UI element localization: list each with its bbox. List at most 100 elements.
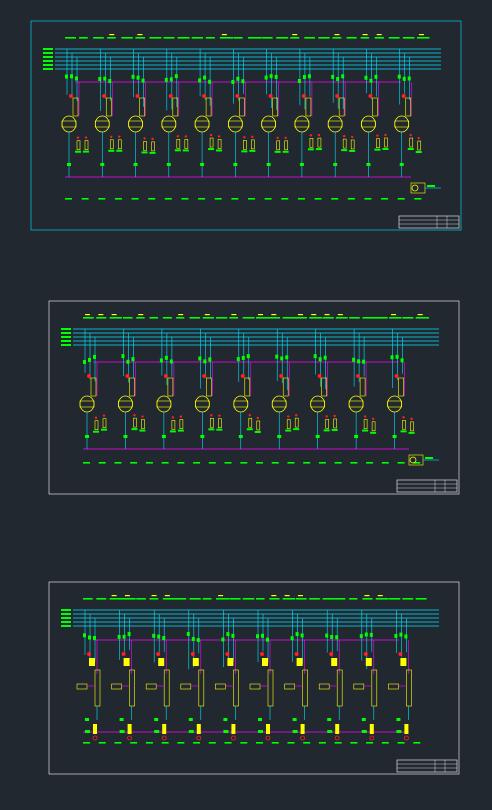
valve-symbol (152, 633, 156, 638)
valve-symbol (396, 730, 402, 733)
instrument-bubble (163, 374, 168, 378)
stream-label-mark (216, 598, 230, 600)
stream-label-mark (375, 598, 389, 600)
valve-symbol (221, 637, 225, 642)
valve-symbol (188, 718, 193, 721)
stream-label-mark (362, 317, 377, 319)
condenser-symbol (372, 97, 378, 117)
valve-symbol (399, 163, 404, 166)
reactor-jacket (361, 120, 376, 128)
valve-symbol (136, 75, 140, 80)
outlet-label-mark (177, 742, 185, 744)
condenser-symbol (129, 377, 135, 397)
outlet-label-mark (231, 198, 239, 200)
valve-symbol (325, 633, 329, 638)
instrument-bubble (209, 133, 213, 137)
valve-symbol (349, 149, 356, 152)
instrument-bubble (133, 413, 136, 417)
condenser-symbol (89, 658, 95, 666)
valve-symbol (407, 76, 411, 81)
outlet-label-mark (318, 462, 326, 464)
receiver-tank (317, 137, 322, 148)
valve-symbol (85, 435, 89, 438)
condenser-symbol (296, 658, 303, 666)
valve-symbol (141, 78, 145, 83)
stream-label-mark (271, 595, 277, 597)
valve-symbol (188, 730, 194, 733)
valve-symbol (100, 163, 105, 166)
valve-symbol (359, 634, 363, 639)
pump-symbol (265, 735, 271, 741)
outlet-label-mark (413, 742, 421, 744)
instrument-bubble (202, 94, 207, 98)
valve-symbol (93, 635, 96, 640)
reboiler-symbol (388, 683, 399, 690)
stream-label-mark (322, 598, 336, 600)
receiver-tank (417, 140, 422, 151)
header-tag (61, 340, 71, 342)
stream-label-mark (309, 598, 320, 600)
stream-label-mark (284, 595, 290, 597)
header-tag (43, 64, 53, 66)
valve-symbol (395, 354, 399, 359)
instrument-bubble (184, 135, 188, 138)
receiver-tank (196, 724, 201, 734)
outlet-label-mark (381, 742, 389, 744)
stream-label-mark (178, 314, 184, 316)
stream-label-mark (388, 37, 400, 39)
outlet-label-mark (303, 742, 311, 744)
stream-label-mark (205, 37, 215, 39)
stream-label-mark (332, 37, 342, 39)
condenser-symbol (123, 658, 130, 666)
valve-symbol (315, 148, 322, 151)
pump-symbol (127, 735, 133, 741)
outlet-label-mark (334, 462, 342, 464)
valve-symbol (274, 150, 281, 153)
stream-label-mark (276, 37, 289, 39)
valve-symbol (396, 718, 401, 721)
distillation-column (198, 669, 205, 707)
stream-label-mark (218, 595, 224, 597)
valve-symbol (223, 718, 228, 721)
valve-symbol (231, 79, 235, 84)
condenser-symbol (331, 658, 338, 666)
outlet-label-mark (303, 462, 311, 464)
instrument-bubble (295, 413, 298, 417)
valve-symbol (364, 632, 368, 637)
valve-symbol (131, 428, 138, 431)
instrument-bubble (94, 416, 98, 419)
stream-label-mark (164, 595, 170, 597)
distillation-column (302, 669, 308, 707)
stream-label-mark (107, 37, 116, 39)
distillation-column (94, 669, 101, 707)
instrument-bubble (243, 136, 246, 139)
receiver-tank (176, 138, 181, 149)
distillation-column (406, 669, 412, 707)
valve-symbol (161, 435, 166, 438)
pump-symbol (230, 735, 236, 741)
outlet-label-mark (65, 198, 72, 200)
valve-symbol (318, 357, 322, 362)
outlet-label-mark (240, 742, 248, 744)
receiver-tank (294, 417, 299, 428)
instrument-bubble (301, 94, 306, 98)
stream-label-mark (364, 595, 370, 597)
instrument-bubble (217, 135, 221, 138)
reactor-jacket (128, 120, 143, 128)
reactor-jacket (233, 400, 249, 408)
valve-symbol (116, 149, 123, 152)
valve-symbol (88, 357, 91, 362)
stream-label-mark (109, 598, 124, 600)
instrument-bubble (251, 135, 254, 139)
reactor-jacket (79, 400, 95, 408)
valve-symbol (149, 151, 156, 154)
instrument-bubble (102, 414, 106, 417)
header-tag (61, 344, 71, 346)
condenser-symbol (239, 97, 245, 117)
receiver-tank (333, 418, 337, 429)
valve-symbol (216, 428, 223, 431)
distillation-column (129, 669, 135, 707)
stream-label-mark (402, 37, 415, 39)
instrument-bubble (141, 415, 144, 418)
